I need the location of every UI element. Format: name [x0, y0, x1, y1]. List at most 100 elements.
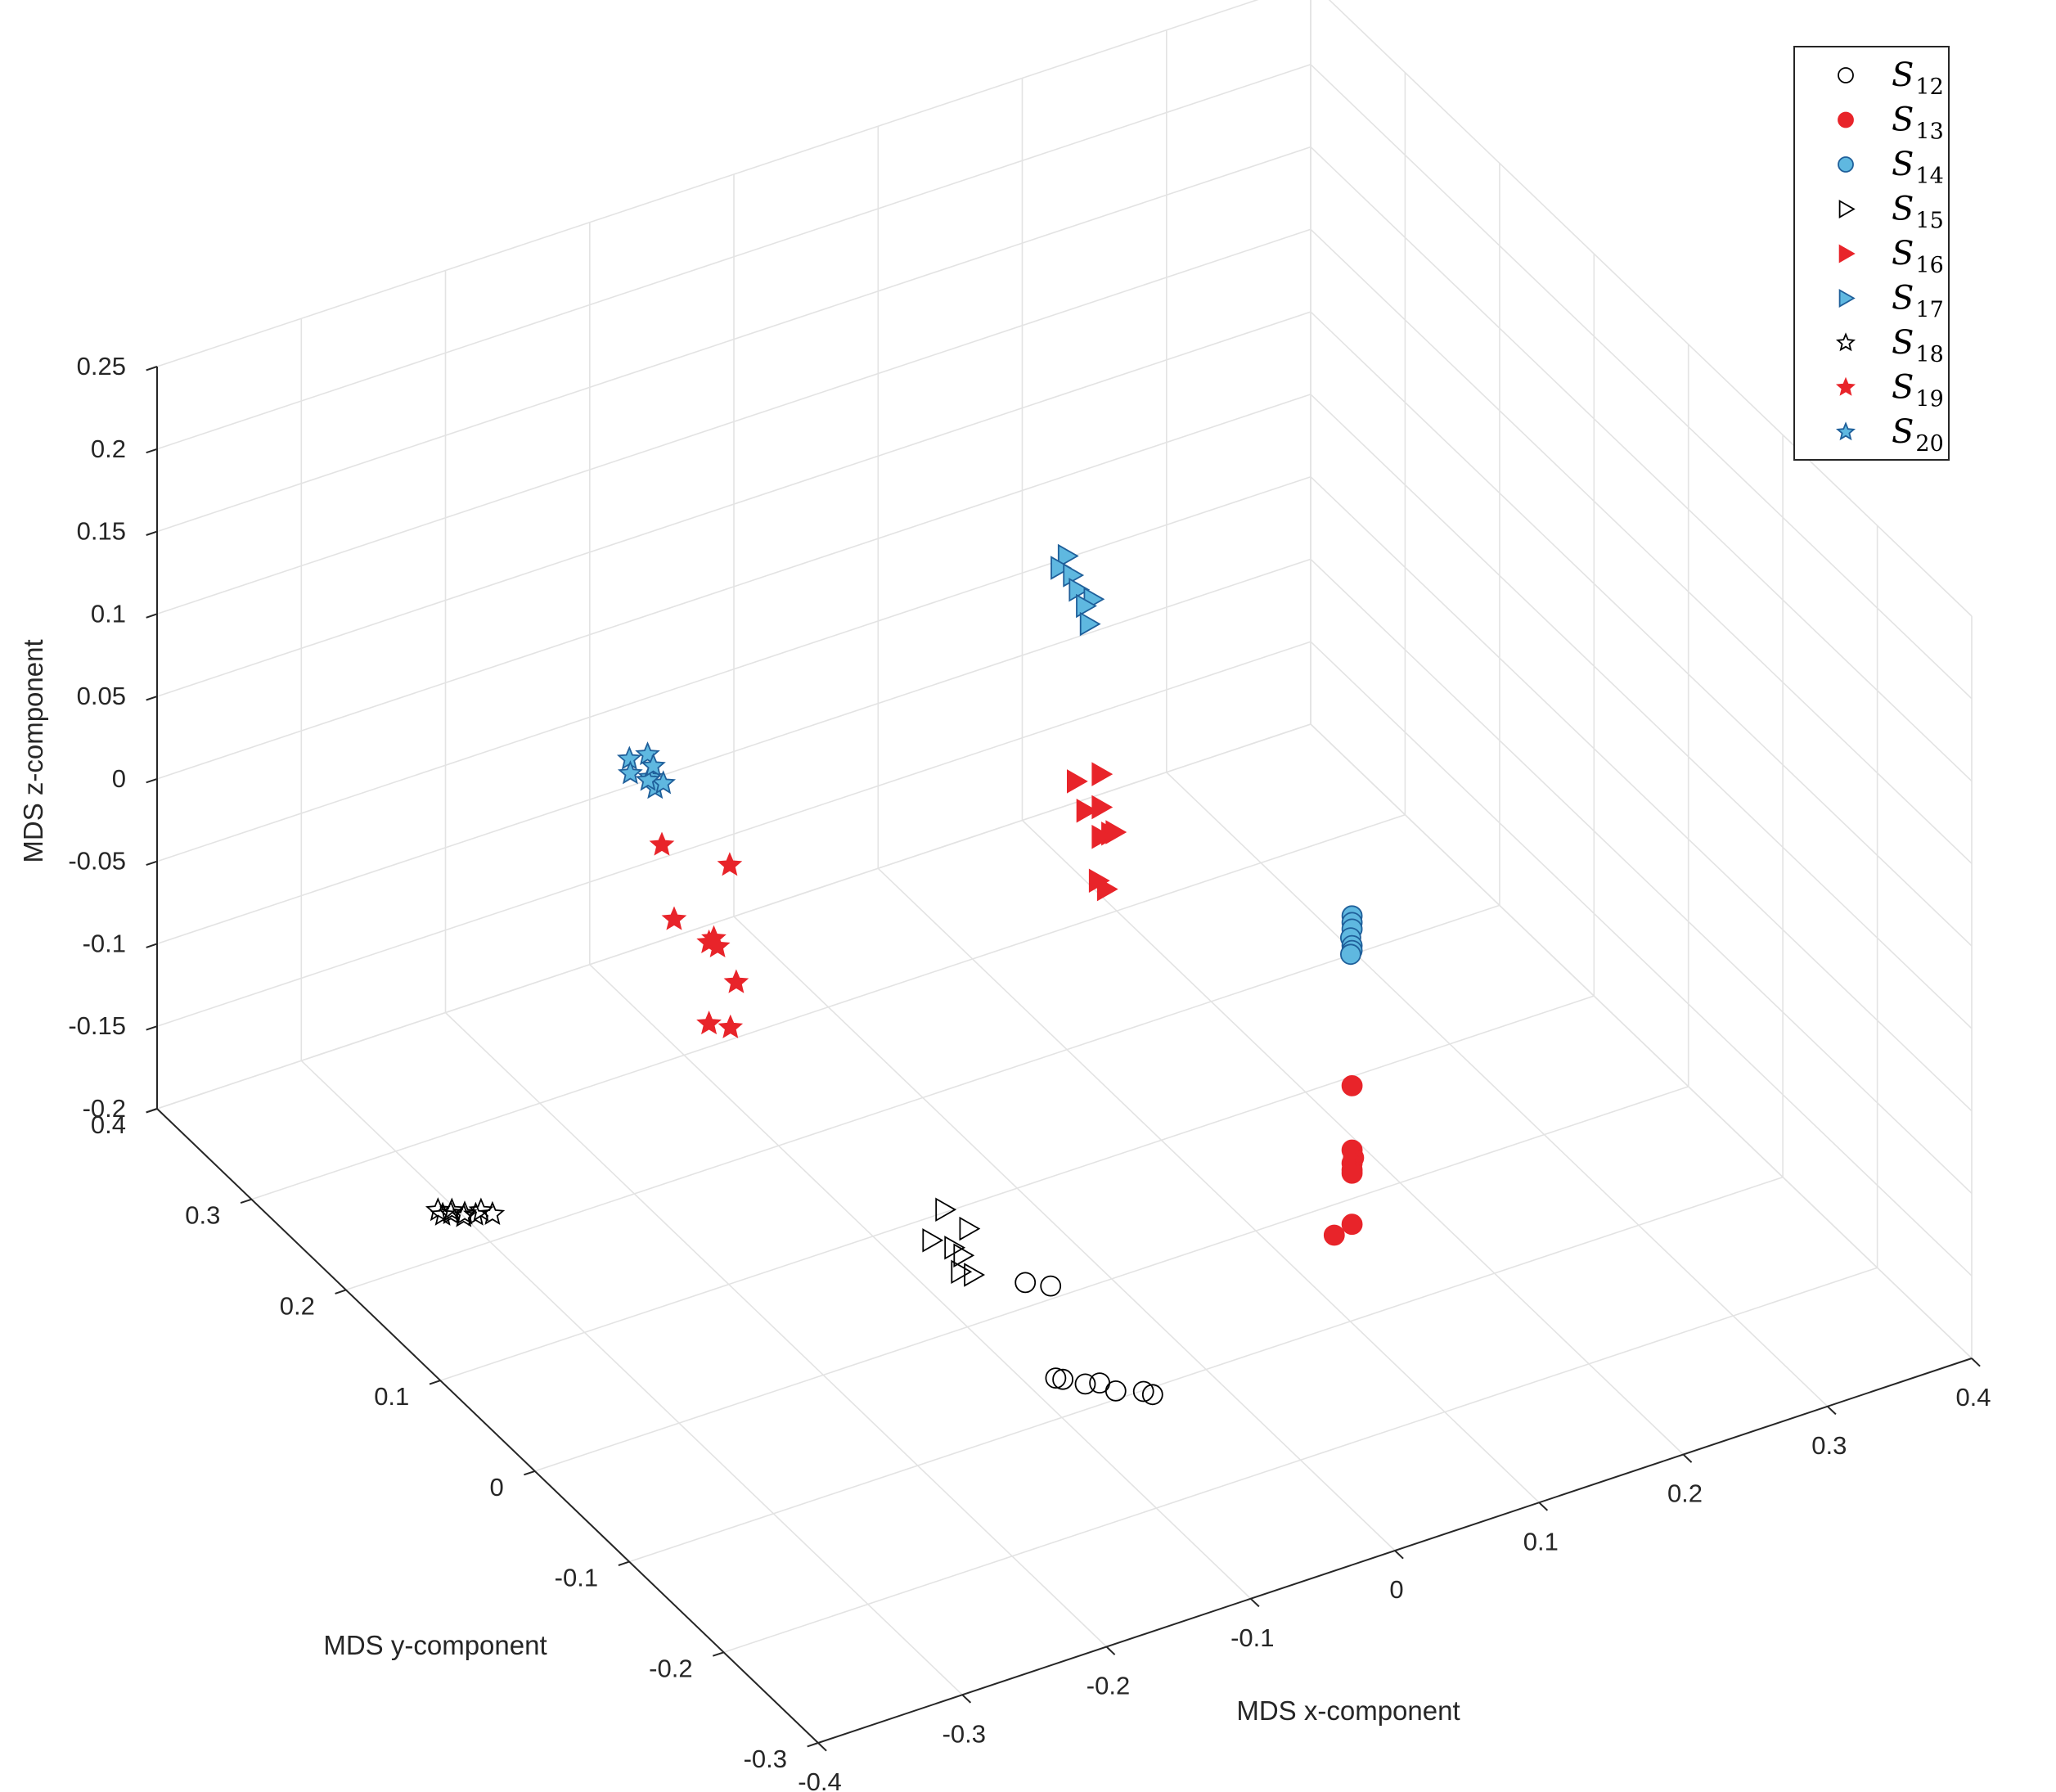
gridline-backwall-z	[156, 394, 1311, 780]
y-tick-label: 0.3	[185, 1201, 220, 1230]
data-point	[1340, 943, 1361, 966]
z-tick	[146, 613, 158, 619]
legend-label-subscript: 20	[1915, 431, 1943, 457]
z-tick	[146, 860, 158, 867]
series-S18	[425, 1197, 506, 1227]
data-point	[1052, 1368, 1073, 1390]
x-tick	[1250, 1598, 1260, 1608]
gridline-rightwall-z	[1310, 476, 1973, 1112]
x-tick	[1538, 1502, 1549, 1511]
gridline-floor-x	[1021, 819, 1685, 1456]
data-point	[1067, 769, 1088, 794]
legend-marker	[1838, 244, 1856, 263]
x-tick	[1105, 1646, 1116, 1655]
gridline-floor-y	[345, 904, 1500, 1291]
legend-label-subscript: 15	[1915, 209, 1943, 234]
y-tick	[429, 1380, 441, 1385]
gridline-floor-x	[1166, 772, 1829, 1407]
legend-box	[1793, 46, 1950, 461]
data-point	[696, 1011, 722, 1035]
gridline-rightwall-z	[1310, 146, 1973, 782]
legend-label-subscript: 12	[1915, 74, 1943, 100]
series-S19	[649, 831, 749, 1038]
legend-marker	[1838, 156, 1854, 173]
y-tick-label: -0.2	[649, 1654, 692, 1682]
y-tick-label: 0.4	[91, 1110, 126, 1139]
data-point	[649, 831, 675, 856]
legend-marker	[1838, 111, 1854, 128]
data-point	[1104, 1380, 1127, 1402]
series-S17	[1050, 543, 1105, 637]
gridline-backwall-z	[156, 228, 1311, 615]
x-tick	[1682, 1453, 1693, 1463]
gridline-rightwall-z	[1310, 558, 1973, 1194]
z-tick-label: -0.2	[83, 1094, 126, 1123]
data-point	[1015, 1272, 1037, 1294]
y-tick	[524, 1470, 536, 1476]
data-point	[922, 1228, 944, 1253]
gridline-backwall-z	[156, 64, 1311, 450]
y-tick-label: -0.3	[744, 1745, 787, 1773]
z-tick-label: 0.15	[77, 517, 126, 546]
y-tick-label: 0.2	[280, 1291, 315, 1320]
x-tick	[961, 1694, 972, 1704]
z-tick-label: -0.1	[83, 929, 126, 957]
x-tick	[1394, 1550, 1404, 1560]
data-point	[439, 1197, 465, 1222]
z-tick	[146, 777, 158, 784]
gridline-floor-y	[628, 1176, 1784, 1563]
data-point	[717, 852, 743, 876]
data-point	[1096, 876, 1118, 902]
x-axis-label: MDS x-component	[1236, 1695, 1460, 1726]
data-point	[1040, 1275, 1062, 1297]
y-tick	[712, 1651, 724, 1657]
z-tick	[146, 530, 158, 536]
gridline-backwall-z	[156, 558, 1311, 945]
data-point	[1341, 1213, 1363, 1236]
legend-marker	[1835, 421, 1856, 441]
data-point	[953, 1243, 975, 1267]
grid-layer	[156, 0, 1973, 1744]
legend-label: S15	[1892, 191, 1944, 234]
legend-marker	[1838, 200, 1856, 218]
data-point	[479, 1200, 506, 1226]
data-point	[718, 1014, 744, 1038]
z-tick	[146, 1108, 158, 1114]
data-point	[704, 933, 731, 957]
z-tick	[146, 943, 158, 948]
y-tick	[807, 1742, 819, 1748]
y-axis-label: MDS y-component	[323, 1630, 547, 1660]
gridline-backwall-z	[156, 311, 1311, 697]
gridline-rightwall-z	[1310, 311, 1973, 947]
x-tick-label: 0.4	[1955, 1383, 1991, 1412]
legend-label-subscript: 18	[1915, 342, 1943, 367]
series-S13	[1323, 1075, 1365, 1246]
data-point	[1076, 593, 1097, 619]
z-tick-label: 0.05	[77, 682, 126, 710]
legend-label-subscript: 13	[1915, 119, 1943, 145]
data-point	[964, 1263, 986, 1287]
data-point	[1079, 611, 1101, 637]
gridline-floor-x	[300, 1060, 963, 1695]
data-point	[641, 753, 666, 777]
series-S12	[1015, 1272, 1163, 1406]
series-S15	[922, 1197, 986, 1287]
data-point	[617, 760, 643, 785]
data-point	[1141, 1384, 1163, 1406]
legend-label-subscript: 17	[1915, 298, 1943, 323]
gridline-rightwall-z	[1310, 64, 1973, 700]
gridline-rightwall-z	[1310, 641, 1973, 1276]
z-tick	[146, 366, 158, 371]
y-tick-label: -0.1	[555, 1564, 598, 1592]
z-tick-label: -0.15	[68, 1011, 126, 1040]
y-axis-line	[156, 1108, 819, 1744]
gridline-rightwall-z	[1310, 723, 1973, 1359]
z-tick	[146, 448, 158, 454]
x-tick-label: 0.1	[1523, 1527, 1559, 1556]
gridline-rightwall-z	[1310, 228, 1973, 864]
gridline-backwall-z	[156, 723, 1311, 1110]
data-point	[723, 969, 749, 993]
x-tick-label: 0.3	[1811, 1431, 1847, 1460]
